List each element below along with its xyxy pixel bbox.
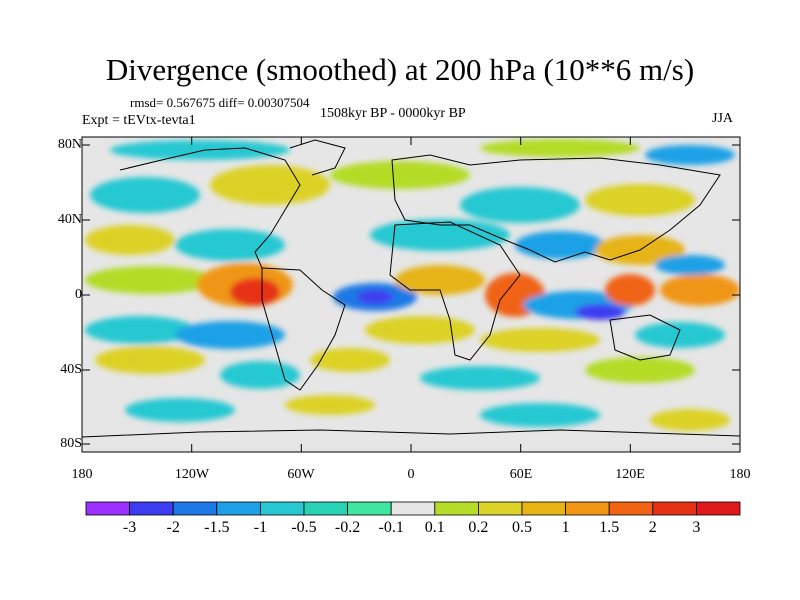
- field-blob: [220, 361, 300, 389]
- field-blob: [285, 395, 375, 415]
- colorbar-label: 3: [692, 519, 701, 536]
- coastlines: [82, 139, 740, 438]
- field-blob: [210, 165, 330, 205]
- plot-title: Divergence (smoothed) at 200 hPa (10**6 …: [105, 52, 695, 87]
- lon-label: 180: [729, 467, 751, 482]
- field-blob: [645, 145, 735, 165]
- lon-label: 60E: [509, 467, 533, 482]
- coastline-australia: [609, 314, 681, 361]
- colorbar-swatch: [129, 501, 174, 516]
- colorbar-swatch: [259, 501, 305, 516]
- lat-label: 80S: [60, 436, 82, 451]
- stats-line: rmsd= 0.567675 diff= 0.00307504: [130, 95, 310, 110]
- colorbar-label: -1.5: [204, 519, 230, 536]
- field-blob: [230, 278, 280, 306]
- field-blob: [365, 316, 475, 344]
- coastline-africa: [389, 221, 521, 361]
- coastline-antarctica: [82, 429, 740, 438]
- period-label: 1508kyr BP - 0000kyr BP: [320, 106, 466, 121]
- field-blob: [85, 225, 175, 255]
- field-blob: [95, 346, 205, 374]
- lat-label: 80N: [57, 137, 82, 152]
- lat-label: 0: [75, 287, 82, 302]
- field-blob: [480, 139, 640, 157]
- colorbar-label: -2: [166, 519, 180, 536]
- field-blob: [480, 328, 600, 352]
- field-blob: [110, 140, 290, 160]
- colorbar-swatch: [85, 501, 130, 516]
- colorbar-swatch: [172, 501, 218, 516]
- map-field: [82, 137, 740, 452]
- colorbar-swatch: [303, 501, 348, 516]
- colorbar-label: -0.5: [291, 519, 317, 536]
- field-blob: [90, 177, 200, 213]
- colorbar-swatch: [696, 501, 741, 516]
- colorbar-swatch: [565, 501, 610, 516]
- field-blob: [370, 219, 510, 251]
- colorbar-label: 0.2: [468, 519, 489, 536]
- colorbar-label: 0.1: [424, 519, 445, 536]
- field-blob: [515, 231, 605, 259]
- colorbar-label: 2: [648, 519, 657, 536]
- lon-label: 0: [407, 467, 415, 482]
- lat-label: 40N: [57, 212, 82, 227]
- experiment-label: Expt = tEVtx-tevta1: [82, 113, 196, 128]
- coastline-eurasia: [391, 154, 721, 263]
- field-blob: [480, 403, 600, 427]
- colorbar-label: 1.5: [599, 519, 620, 536]
- colorbar-label: -1: [253, 519, 268, 536]
- coastline-north-america: [119, 147, 301, 269]
- lon-label: 180: [71, 467, 93, 482]
- field-blob: [655, 255, 725, 275]
- lat-label: 40S: [60, 362, 82, 377]
- colorbar-label: 0.5: [512, 519, 532, 536]
- colorbar-swatch: [434, 501, 479, 516]
- coastline-south-america: [261, 267, 346, 391]
- coastline-greenland: [289, 139, 346, 176]
- lon-label: 120E: [615, 467, 645, 482]
- colorbar-swatch: [390, 501, 436, 516]
- colorbar-swatch: [608, 501, 654, 516]
- colorbar-swatch: [521, 501, 566, 516]
- lat-ticks: [82, 144, 740, 445]
- season-label: JJA: [712, 111, 734, 126]
- field-blob: [420, 366, 540, 390]
- field-blob: [575, 304, 625, 320]
- lon-label: 60W: [287, 467, 315, 482]
- colorbar-swatch: [477, 501, 523, 516]
- colorbar-swatch: [347, 501, 392, 516]
- colorbar-label: -3: [122, 519, 137, 536]
- field-blob: [395, 265, 485, 295]
- field-blob: [330, 161, 470, 189]
- colorbar-label: -0.1: [378, 519, 404, 536]
- field-blob: [650, 409, 730, 431]
- field-blobs: [85, 139, 740, 431]
- field-blob: [175, 321, 285, 349]
- field-blob: [585, 357, 695, 383]
- field-blob: [85, 316, 195, 344]
- field-blob: [310, 348, 390, 372]
- field-blob: [85, 266, 215, 294]
- field-blob: [635, 322, 725, 348]
- lon-ticks: [81, 137, 741, 452]
- field-blob: [125, 398, 235, 422]
- field-blob: [605, 274, 655, 306]
- colorbar-label: 1: [561, 519, 570, 536]
- field-blob: [175, 229, 285, 261]
- field-blob: [357, 290, 393, 304]
- colorbar-swatch: [216, 501, 261, 516]
- field-blob: [460, 187, 580, 223]
- field-blob: [585, 184, 695, 216]
- colorbar-label: -0.2: [334, 519, 361, 536]
- colorbar-swatch: [652, 501, 697, 516]
- field-blob: [660, 274, 740, 306]
- colorbar: [85, 501, 741, 516]
- lon-label: 120W: [174, 467, 210, 482]
